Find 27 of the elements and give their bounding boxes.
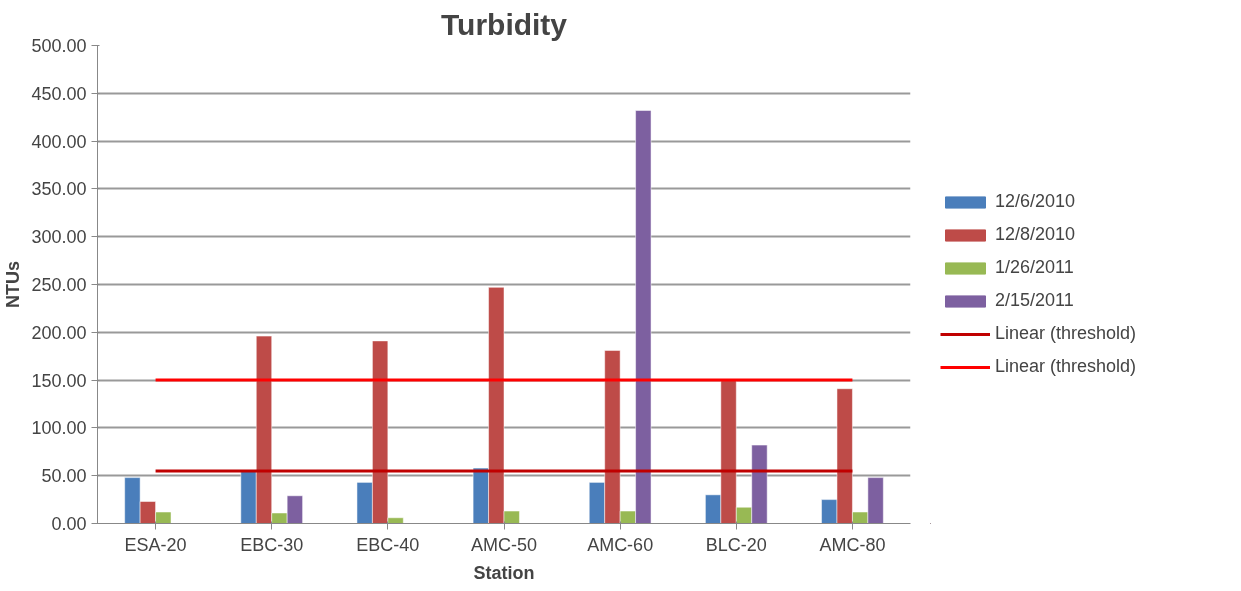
- legend-label: 12/8/2010: [995, 224, 1076, 245]
- y-tick-label: 200.00: [31, 322, 87, 343]
- legend-label: 2/15/2011: [995, 290, 1074, 311]
- y-tick-label: 0.00: [51, 514, 87, 534]
- x-tick-label: AMC-80: [819, 534, 886, 555]
- legend-label: 12/6/2010: [995, 191, 1076, 212]
- x-tick-label: AMC-50: [470, 534, 538, 555]
- y-tick-label: 300.00: [31, 227, 87, 248]
- x-axis-title: Station: [473, 562, 535, 583]
- x-tick-label: AMC-60: [587, 534, 654, 555]
- x-tick-label: EBC-30: [240, 534, 304, 555]
- y-tick-label: 100.00: [31, 418, 87, 439]
- legend-label: 1/26/2011: [995, 257, 1074, 278]
- x-tick-label: BLC-20: [705, 534, 767, 555]
- chart-title: Turbidity: [440, 7, 568, 41]
- y-tick-label: 250.00: [31, 275, 87, 295]
- y-tick-label: 150.00: [31, 370, 87, 391]
- y-axis-title: NTUs: [3, 260, 24, 308]
- y-tick-label: 450.00: [31, 83, 87, 104]
- x-tick-label: EBC-40: [356, 534, 420, 555]
- y-tick-label: 500.00: [31, 36, 87, 56]
- y-tick-label: 400.00: [31, 131, 87, 152]
- x-tick-label: ESA-20: [124, 534, 187, 555]
- legend-label: Linear (threshold): [995, 323, 1137, 344]
- y-tick-label: 50.00: [41, 466, 87, 487]
- legend-label: Linear (threshold): [995, 356, 1137, 377]
- y-tick-label: 350.00: [31, 179, 87, 200]
